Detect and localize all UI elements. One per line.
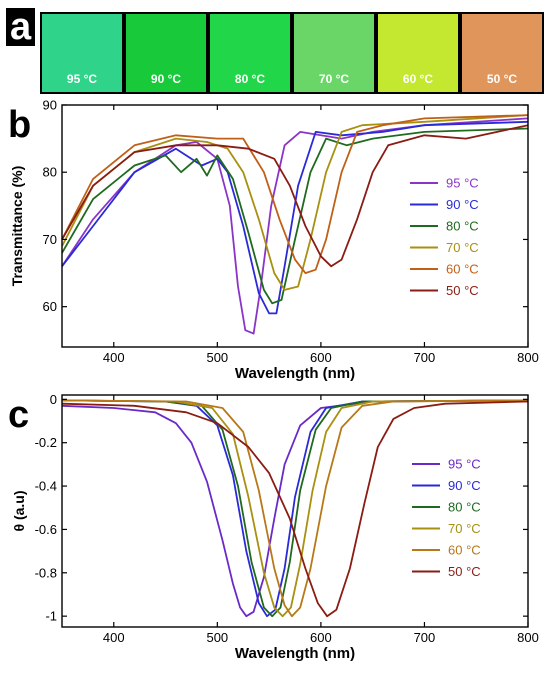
series-line [61, 399, 529, 618]
color-swatch: 80 °C [208, 12, 292, 94]
plot-frame [61, 104, 529, 348]
series-line [61, 114, 529, 274]
swatch-temperature-label: 70 °C [318, 72, 350, 86]
x-tick-label: 500 [206, 630, 228, 645]
y-tick-label: -1 [45, 609, 57, 624]
x-tick-label: 700 [414, 350, 436, 365]
x-tick-label: 600 [310, 350, 332, 365]
x-axis-label: Wavelength (nm) [235, 365, 355, 382]
swatch-temperature-label: 90 °C [150, 72, 182, 86]
x-axis-label: Wavelength (nm) [235, 645, 355, 662]
legend-label: 50 °C [448, 564, 481, 579]
color-swatch: 70 °C [292, 12, 376, 94]
y-axis-label: Transmittance (%) [9, 166, 25, 287]
panel-letter: b [8, 104, 31, 146]
series-line [61, 399, 529, 618]
legend-label: 95 °C [448, 457, 481, 472]
legend-label: 60 °C [448, 543, 481, 558]
x-tick-label: 800 [517, 630, 539, 645]
series-line [61, 400, 529, 618]
legend-label: 80 °C [448, 500, 481, 515]
y-tick-label: 80 [43, 165, 57, 180]
swatch-temperature-label: 50 °C [486, 72, 518, 86]
legend-label: 50 °C [446, 283, 479, 298]
legend-label: 90 °C [448, 478, 481, 493]
y-tick-label: -0.2 [35, 435, 57, 450]
legend-label: 70 °C [448, 521, 481, 536]
swatch-temperature-label: 60 °C [402, 72, 434, 86]
x-tick-label: 400 [103, 350, 125, 365]
legend-label: 90 °C [446, 197, 479, 212]
series-line [61, 127, 529, 305]
x-tick-label: 800 [517, 350, 539, 365]
plot-frame [61, 394, 529, 628]
series-line [61, 114, 529, 291]
panel-c-ellipticity-chart: c 400 500 600 700 800 0 -0.2 -0.4 -0.6 -0.8 -1 Wavel… [8, 392, 539, 662]
color-swatch: 95 °C [40, 12, 124, 94]
series-line [61, 399, 529, 618]
color-swatch: 90 °C [124, 12, 208, 94]
x-tick-label: 400 [103, 630, 125, 645]
color-swatch: 60 °C [376, 12, 460, 94]
y-axis-label: θ (a.u) [11, 490, 27, 531]
y-tick-label: 70 [43, 232, 57, 247]
series-line [61, 399, 529, 618]
y-tick-label: -0.8 [35, 565, 57, 580]
legend: 95 °C 90 °C 80 °C 70 °C 60 °C 50 °C [410, 176, 479, 298]
y-tick-label: -0.4 [35, 479, 57, 494]
panel-letter: c [8, 394, 29, 436]
y-tick-label: 90 [43, 98, 57, 113]
series-line [61, 124, 529, 268]
legend-label: 70 °C [446, 240, 479, 255]
x-tick-label: 500 [206, 350, 228, 365]
series-line [61, 117, 529, 335]
legend-label: 80 °C [446, 219, 479, 234]
legend: 95 °C 90 °C 80 °C 70 °C 60 °C 50 °C [412, 457, 481, 579]
series-line [61, 120, 529, 315]
panel-b-transmittance-chart: b 400 500 600 700 800 60 70 80 90 Wavelength (nm) T… [8, 98, 539, 383]
series-lines [61, 114, 529, 335]
color-swatch: 50 °C [460, 12, 544, 94]
panel-a-letter: a [6, 8, 36, 46]
series-line [61, 399, 529, 618]
x-tick-label: 700 [414, 630, 436, 645]
swatch-temperature-label: 80 °C [234, 72, 266, 86]
legend-label: 95 °C [446, 176, 479, 191]
x-tick-label: 600 [310, 630, 332, 645]
series-lines [61, 399, 529, 618]
legend-label: 60 °C [446, 262, 479, 277]
y-tick-label: 0 [50, 392, 57, 407]
swatch-temperature-label: 95 °C [66, 72, 98, 86]
y-tick-label: -0.6 [35, 522, 57, 537]
panel-a-color-swatches: a 95 °C 90 °C 80 °C 70 °C 60 °C 50 °C [0, 0, 550, 97]
y-tick-label: 60 [43, 299, 57, 314]
